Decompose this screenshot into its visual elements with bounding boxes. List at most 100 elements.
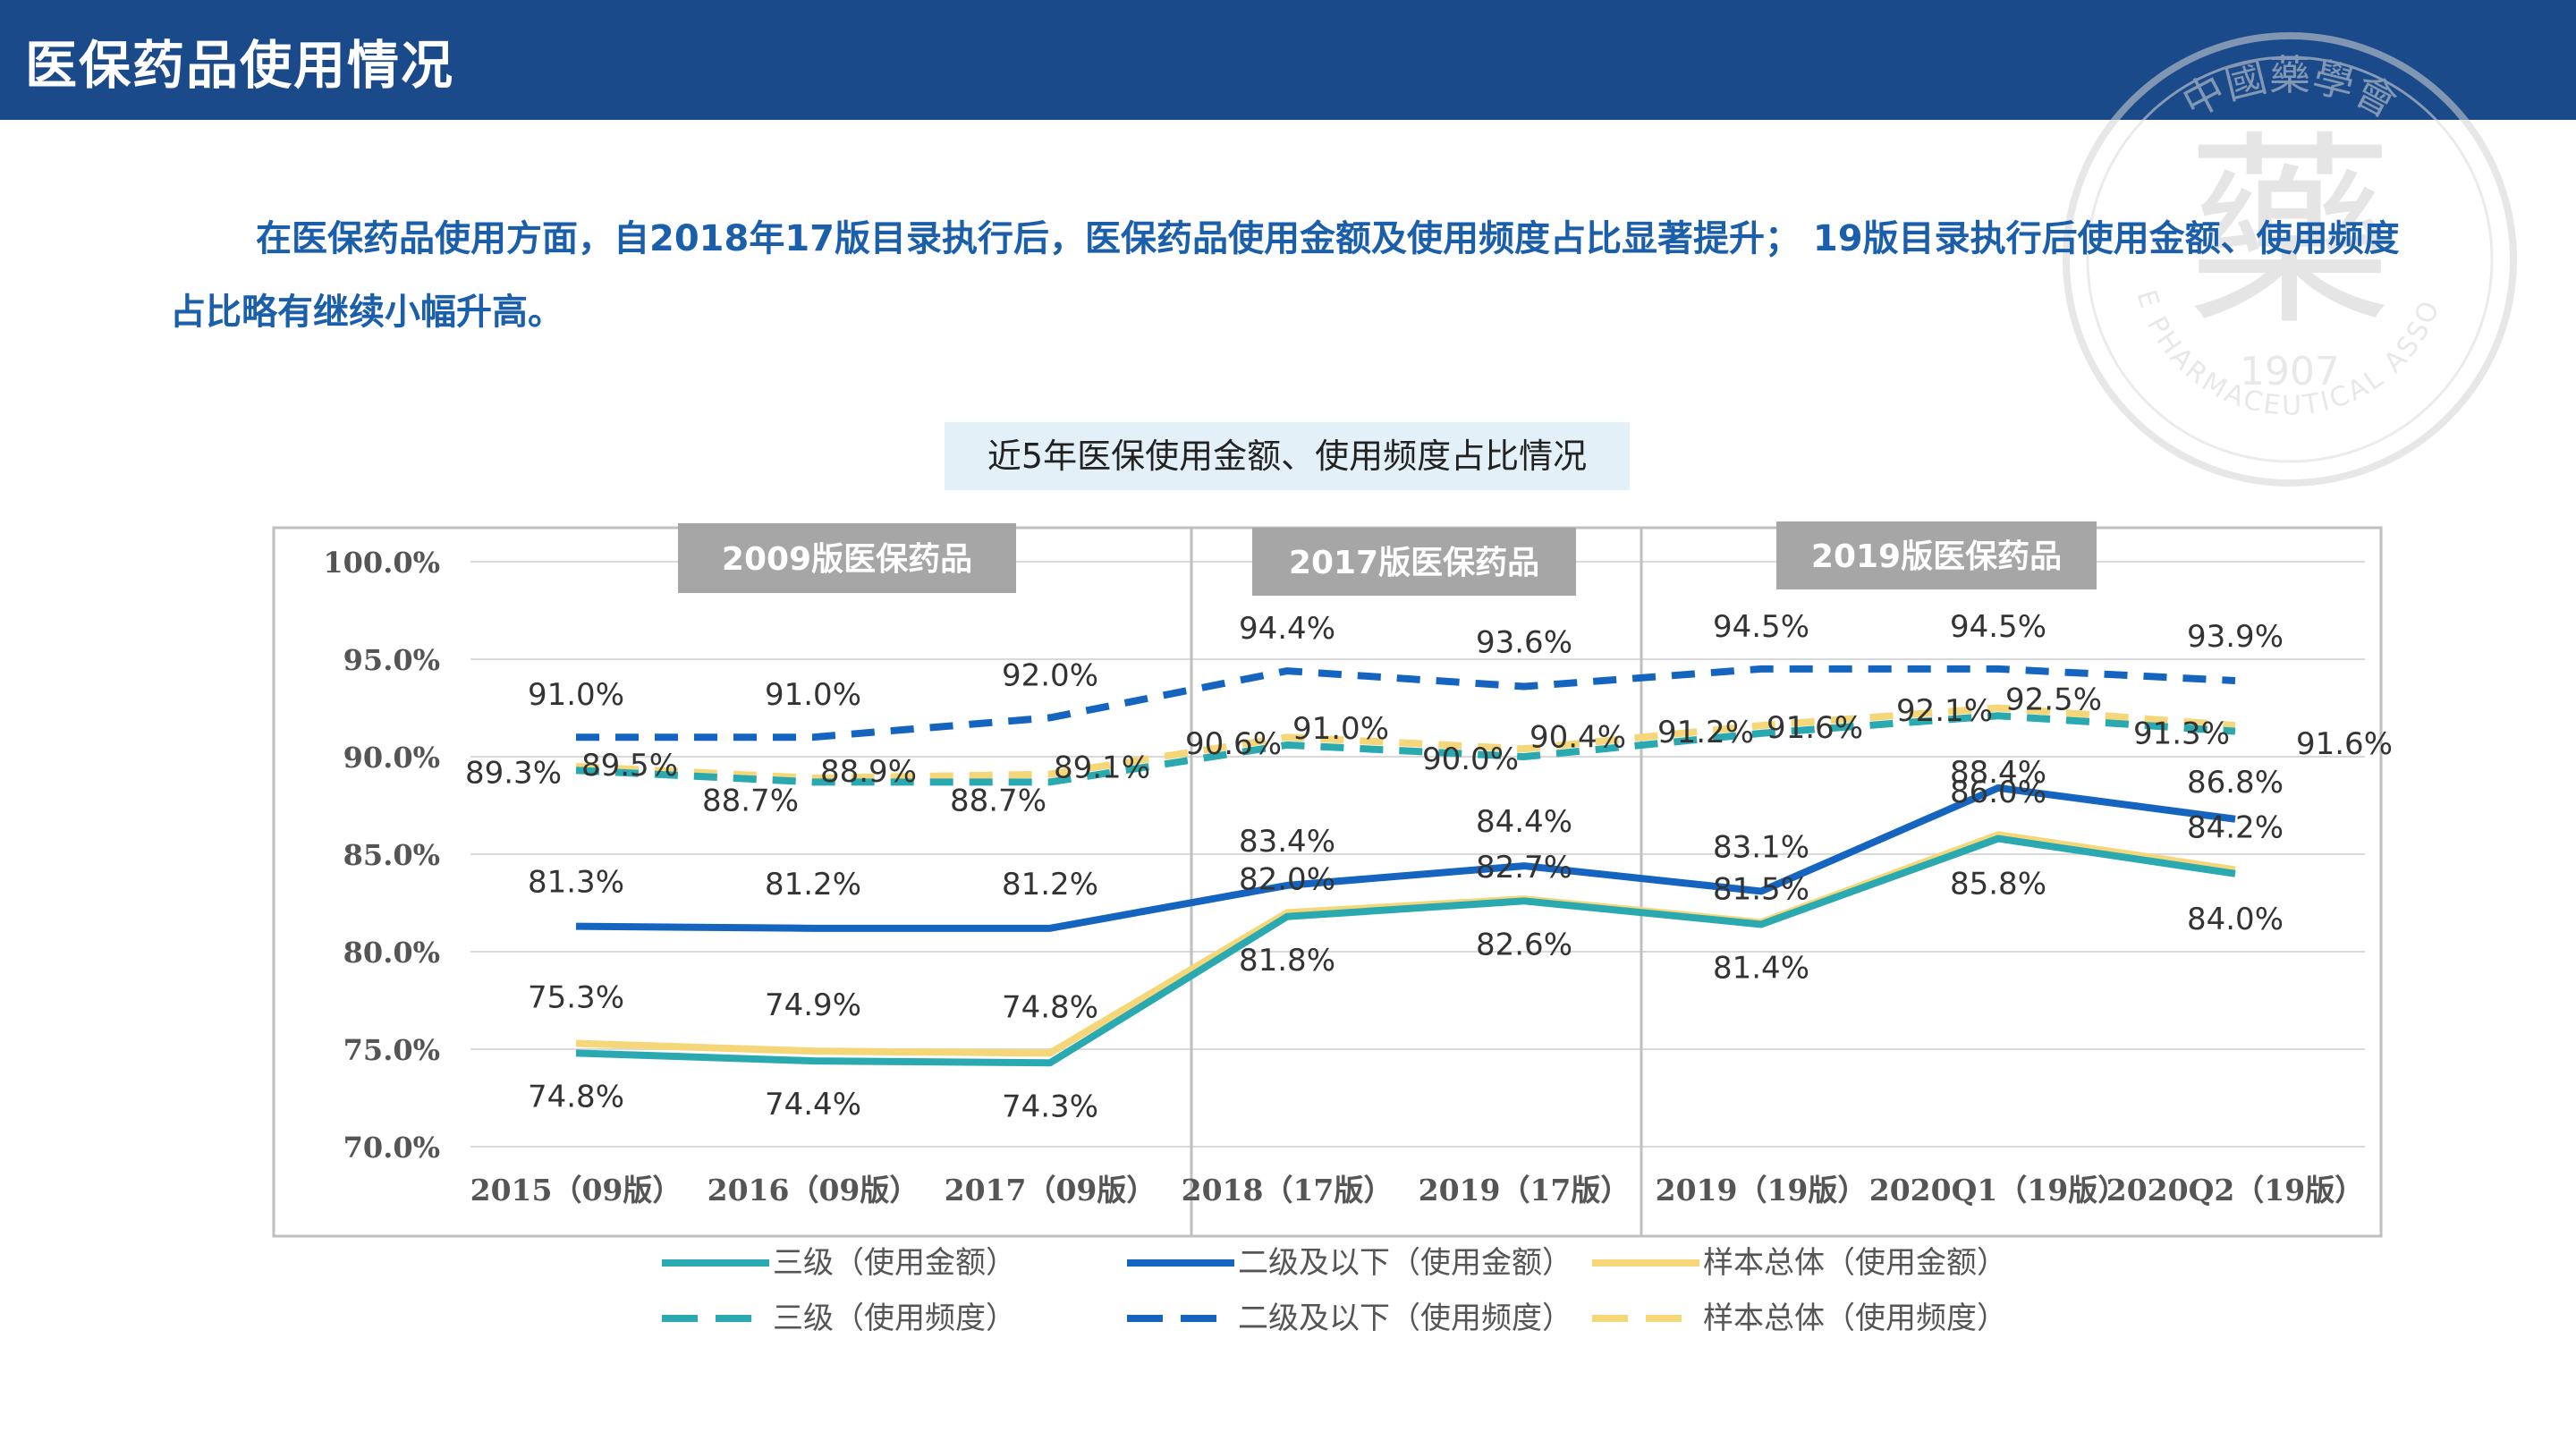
data-label: 82.0%: [1239, 861, 1335, 897]
data-label: 81.8%: [1239, 943, 1335, 979]
legend-item-secondary-frequency: 二级及以下（使用频度）: [1127, 1293, 1628, 1340]
intro-paragraph: 在医保药品使用方面，自2018年17版目录执行后，医保药品使用金额及使用频度占比…: [170, 218, 2400, 333]
series-line: [575, 784, 2236, 932]
x-tick-label: 2020Q2（19版）: [2106, 1173, 2364, 1208]
chart-title: 近5年医保使用金额、使用频度占比情况: [987, 436, 1588, 476]
period-label-box: [1252, 528, 1576, 596]
chart-title-box: 近5年医保使用金额、使用频度占比情况: [945, 422, 1630, 490]
data-label: 90.0%: [1422, 741, 1519, 777]
data-label: 83.4%: [1239, 824, 1335, 860]
y-tick-label: 100.0%: [323, 546, 440, 580]
period-label: 2019版医保药品: [1811, 538, 2062, 575]
data-label: 94.4%: [1239, 611, 1335, 647]
legend-item-tertiary-amount: 三级（使用金额）: [662, 1238, 1163, 1284]
x-tick-label: 2016（09版）: [708, 1173, 919, 1208]
data-label: 91.0%: [1292, 711, 1389, 747]
legend-item-overall-amount: 样本总体（使用金额）: [1592, 1238, 2093, 1284]
legend-label: 三级（使用频度）: [773, 1301, 1016, 1336]
y-tick-label: 80.0%: [343, 936, 440, 970]
data-label: 75.3%: [528, 979, 624, 1015]
x-tick-label: 2018（17版）: [1182, 1173, 1394, 1208]
legend-label: 二级及以下（使用频度）: [1238, 1301, 1572, 1336]
association-seal-watermark: 中國藥學會 藥 1907 CHINESE PHARMACEUTICAL ASSO…: [2057, 27, 2517, 487]
data-label: 74.4%: [765, 1087, 861, 1123]
series-line: [575, 704, 2236, 782]
data-label: 91.0%: [528, 677, 624, 713]
y-tick-label: 85.0%: [343, 838, 440, 872]
data-label: 92.1%: [1896, 693, 1993, 729]
data-label: 89.3%: [465, 755, 562, 791]
data-label: 88.4%: [1950, 755, 2046, 791]
data-label: 84.2%: [2187, 809, 2284, 845]
y-tick-label: 70.0%: [343, 1131, 440, 1165]
data-label: 93.6%: [1476, 625, 1572, 661]
period-label-box: [1776, 521, 2097, 589]
header-bar: 医保药品使用情况: [0, 0, 2576, 120]
data-label: 86.8%: [2187, 765, 2284, 801]
data-label: 90.4%: [1530, 719, 1626, 755]
series-line: [575, 712, 2236, 786]
data-label: 86.0%: [1950, 775, 2046, 810]
y-tick-label: 75.0%: [343, 1033, 440, 1067]
chart-legend: 三级（使用金额） 二级及以下（使用金额） 样本总体（使用金额） 三级（使用频度）…: [662, 1238, 2093, 1354]
data-label: 91.6%: [2296, 726, 2393, 762]
data-label: 81.4%: [1713, 950, 1809, 986]
data-label: 92.5%: [2005, 682, 2102, 718]
data-label: 81.2%: [765, 867, 861, 902]
data-label: 91.0%: [765, 677, 861, 713]
data-label: 84.0%: [2187, 902, 2284, 937]
legend-label: 样本总体（使用金额）: [1703, 1245, 2007, 1281]
legend-item-tertiary-frequency: 三级（使用频度）: [662, 1293, 1163, 1340]
data-label: 84.4%: [1476, 804, 1572, 840]
data-label: 89.1%: [1054, 750, 1150, 786]
legend-swatch: [1127, 1259, 1234, 1267]
data-label: 92.0%: [1002, 657, 1098, 693]
x-tick-label: 2019（19版）: [1656, 1173, 1868, 1208]
data-label: 94.5%: [1713, 609, 1809, 645]
data-label: 81.2%: [1002, 867, 1098, 902]
data-label: 93.9%: [2187, 619, 2284, 655]
data-label: 81.3%: [528, 865, 624, 901]
data-label: 88.7%: [702, 783, 799, 818]
legend-label: 三级（使用金额）: [773, 1245, 1016, 1281]
x-tick-label: 2019（17版）: [1419, 1173, 1631, 1208]
data-label: 91.3%: [2133, 716, 2230, 752]
data-label: 94.5%: [1950, 609, 2046, 645]
legend-swatch: [662, 1259, 769, 1267]
page-title: 医保药品使用情况: [25, 35, 455, 96]
period-label-box: [678, 523, 1016, 593]
data-label: 89.5%: [581, 748, 678, 784]
legend-swatch: [1127, 1315, 1234, 1322]
data-label: 88.9%: [820, 754, 917, 790]
legend-swatch: [662, 1315, 769, 1322]
x-tick-label: 2017（09版）: [945, 1173, 1157, 1208]
data-label: 83.1%: [1713, 829, 1809, 865]
legend-item-secondary-amount: 二级及以下（使用金额）: [1127, 1238, 1628, 1284]
seal-character: 藥: [2187, 114, 2393, 353]
series-line: [576, 665, 2236, 741]
period-label: 2017版医保药品: [1289, 545, 1539, 581]
data-label: 82.6%: [1476, 927, 1572, 962]
data-label: 74.3%: [1002, 1089, 1098, 1124]
seal-year: 1907: [2240, 349, 2340, 394]
legend-swatch: [1592, 1315, 1699, 1322]
y-tick-label: 95.0%: [343, 643, 440, 677]
x-tick-label: 2015（09版）: [470, 1173, 682, 1208]
data-label: 81.5%: [1713, 871, 1809, 907]
data-label: 74.8%: [1002, 989, 1098, 1025]
legend-item-overall-frequency: 样本总体（使用频度）: [1592, 1293, 2093, 1340]
data-label: 90.6%: [1185, 726, 1282, 762]
data-label: 85.8%: [1950, 867, 2046, 902]
legend-label: 样本总体（使用频度）: [1703, 1301, 2007, 1336]
y-tick-label: 90.0%: [343, 741, 440, 775]
data-label: 74.9%: [765, 987, 861, 1023]
data-label: 82.7%: [1476, 850, 1572, 886]
data-label: 91.2%: [1657, 715, 1754, 750]
period-label: 2009版医保药品: [722, 541, 972, 578]
series-line: [575, 835, 2236, 1067]
data-label: 91.6%: [1767, 710, 1863, 746]
data-label: 74.8%: [528, 1079, 624, 1114]
legend-label: 二级及以下（使用金额）: [1238, 1245, 1572, 1281]
data-label: 88.7%: [950, 783, 1046, 818]
